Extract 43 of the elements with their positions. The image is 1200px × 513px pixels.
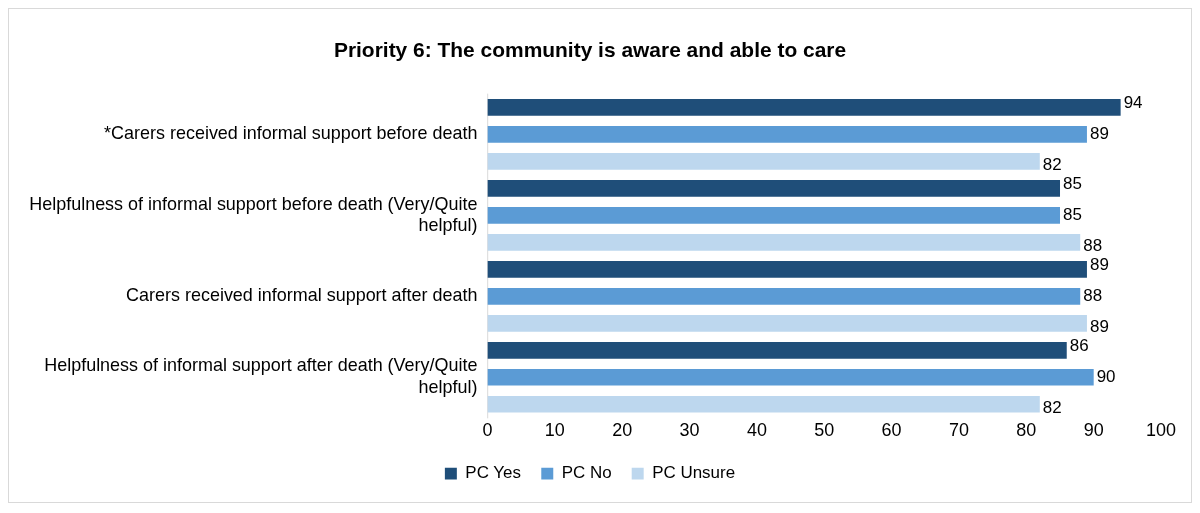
y-tick-label: Helpfulness of informal support after death (Very/Quite helpful) — [44, 355, 478, 397]
bar — [487, 206, 1061, 224]
y-tick-label: Carers received informal support after death — [126, 285, 478, 306]
bar — [487, 368, 1094, 386]
bar — [487, 260, 1087, 278]
data-label: 88 — [1083, 235, 1103, 255]
legend-label: PC Yes — [465, 463, 521, 483]
x-tick-label: 10 — [544, 420, 565, 441]
legend-label: PC No — [561, 463, 612, 483]
y-tick-label: Helpfulness of informal support before death (Very/Quite helpful) — [29, 193, 478, 236]
bar — [487, 179, 1061, 197]
chart-title: Priority 6: The community is aware and able to care — [333, 38, 847, 62]
y-tick-label: *Carers received informal support before death — [104, 123, 478, 144]
x-tick-label: 20 — [612, 420, 633, 441]
x-tick-label: 80 — [1016, 420, 1037, 441]
data-label: 89 — [1089, 316, 1109, 336]
x-tick-label: 100 — [1146, 420, 1177, 441]
data-label: 90 — [1096, 366, 1116, 386]
data-label: 82 — [1042, 155, 1062, 174]
x-tick-label: 0 — [482, 420, 493, 441]
bar — [487, 233, 1081, 251]
bar — [487, 395, 1040, 413]
x-tick-label: 50 — [814, 420, 835, 441]
bar — [487, 152, 1040, 170]
data-label: 86 — [1069, 335, 1089, 355]
legend-label: PC Unsure — [652, 463, 736, 483]
data-label: 85 — [1063, 205, 1082, 224]
data-label: 88 — [1083, 285, 1103, 305]
bar — [487, 341, 1067, 359]
data-label: 82 — [1042, 397, 1062, 417]
data-label: 89 — [1089, 255, 1109, 274]
data-label: 85 — [1063, 174, 1082, 193]
x-tick-label: 70 — [948, 420, 969, 441]
bar — [487, 314, 1087, 332]
data-label: 89 — [1089, 124, 1109, 144]
bar — [487, 287, 1081, 305]
data-label: 94 — [1123, 93, 1143, 113]
x-tick-label: 90 — [1083, 420, 1104, 441]
x-tick-label: 60 — [881, 420, 902, 441]
bar — [487, 125, 1087, 143]
x-tick-label: 40 — [746, 420, 767, 441]
x-tick-label: 30 — [679, 420, 700, 441]
bar — [487, 98, 1121, 116]
